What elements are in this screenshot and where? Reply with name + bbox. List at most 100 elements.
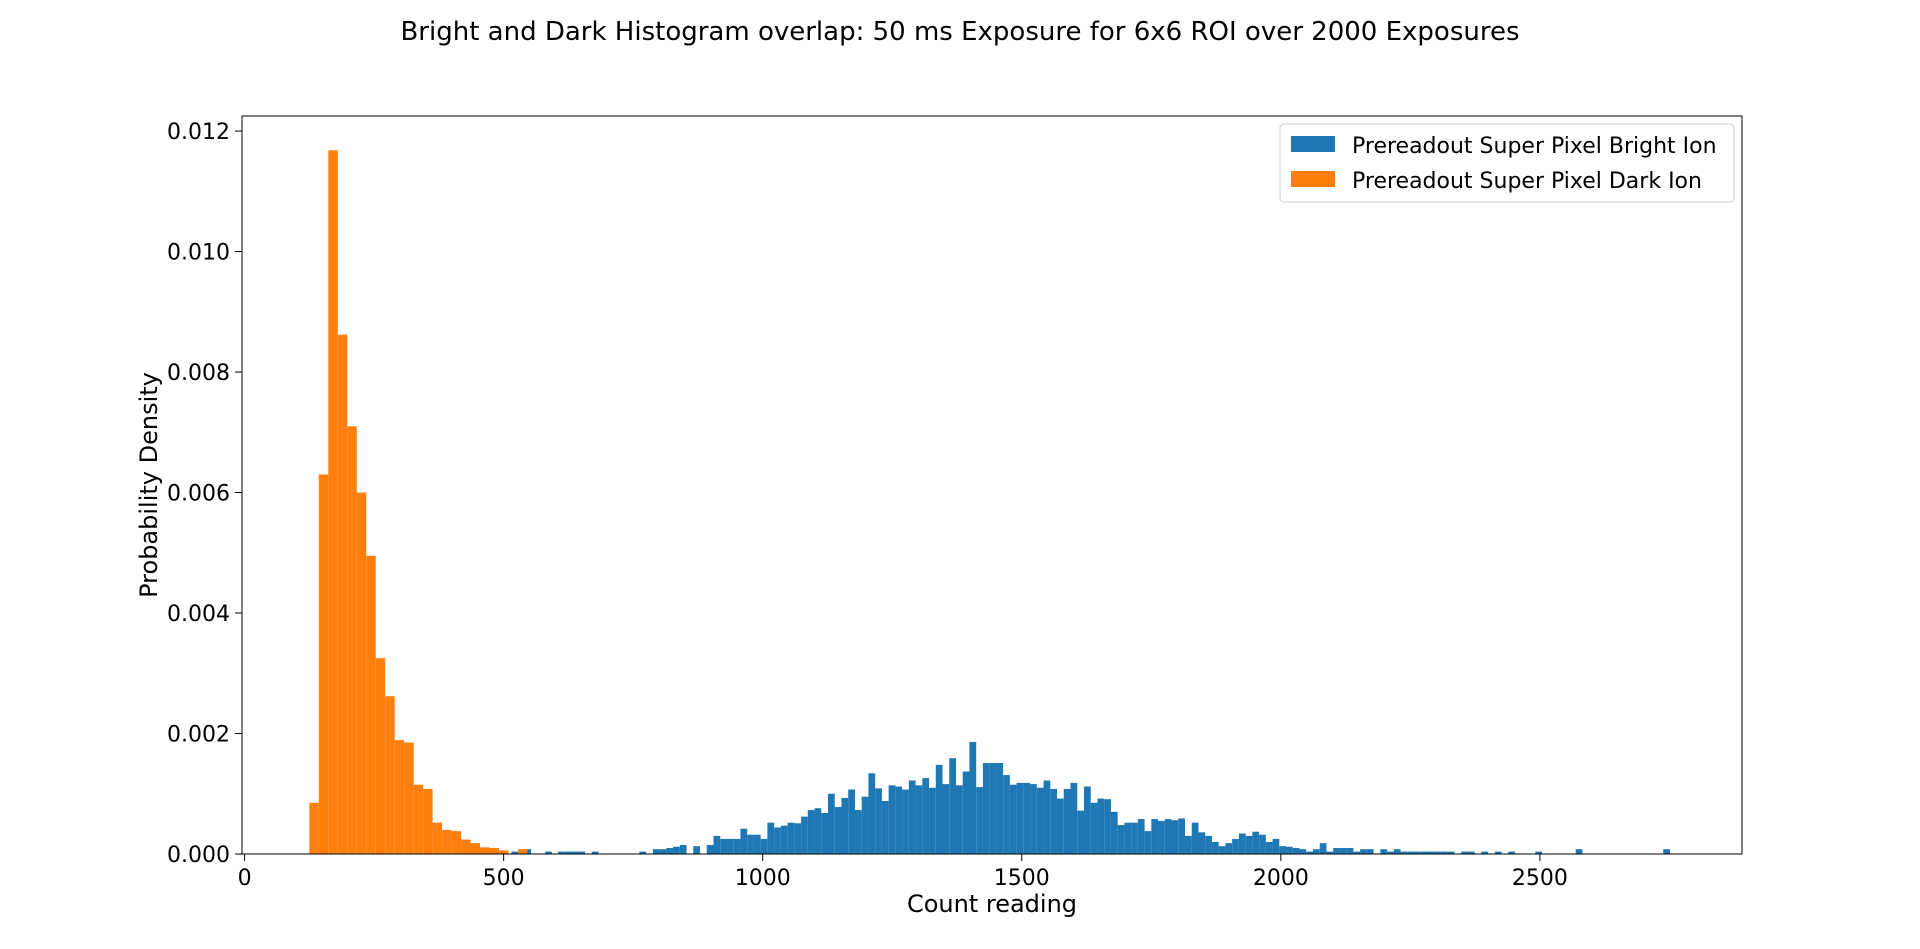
- bright-ion-bar: [1319, 843, 1327, 854]
- bright-ion-bar: [1090, 802, 1098, 854]
- bright-ion-bar: [578, 851, 586, 854]
- bright-ion-bar: [1198, 832, 1206, 854]
- bright-ion-bar: [1339, 847, 1347, 854]
- bright-ion-bar: [659, 849, 667, 854]
- dark-ion-bar: [337, 334, 348, 854]
- bright-ion-bar: [942, 784, 950, 854]
- bright-ion-bar: [1292, 847, 1300, 854]
- bright-ion-bar: [1259, 834, 1266, 854]
- dark-ion-bar: [451, 831, 462, 854]
- bright-ion-bar: [1494, 851, 1502, 854]
- bright-ion-bar: [652, 849, 660, 854]
- bright-ion-bar: [1252, 831, 1260, 854]
- dark-ion-bar: [375, 658, 386, 854]
- y-axis-ticks: 0.000 0.002 0.004 0.006 0.008 0.010 0.012: [167, 120, 242, 868]
- bright-ion-bar: [1380, 849, 1388, 854]
- bright-ion-bar: [1299, 849, 1307, 854]
- bright-ion-bar: [982, 763, 990, 854]
- bright-ion-bar: [1286, 846, 1293, 854]
- bright-ion-bar: [1481, 851, 1489, 854]
- bright-ion-bar: [1326, 851, 1334, 854]
- dark-ion-bar: [432, 822, 443, 854]
- dark-ion-bar: [309, 802, 319, 854]
- bright-ion-bar: [989, 763, 997, 854]
- bright-ion-bar: [1272, 838, 1280, 854]
- bright-ion-bar: [1016, 782, 1024, 854]
- bright-ion-bar: [1312, 849, 1320, 854]
- bright-ion-bar: [1077, 810, 1084, 854]
- bright-ion-bar: [1346, 847, 1354, 854]
- bright-ion-bar: [1360, 849, 1367, 854]
- bright-ion-bar: [1400, 851, 1408, 854]
- bright-ion-bar: [787, 822, 795, 854]
- dark-ion-bar: [366, 555, 376, 854]
- bright-ion-bar: [922, 778, 930, 854]
- bright-ion-bar: [908, 780, 916, 854]
- bright-ion-bar: [1333, 847, 1340, 854]
- y-tick-label: 0.006: [167, 482, 230, 507]
- bright-ion-bar: [693, 846, 701, 854]
- bright-ion-bar: [1164, 819, 1172, 854]
- bright-ion-bar: [1191, 822, 1199, 854]
- dark-ion-bar: [498, 850, 509, 854]
- bright-ion-bar: [774, 827, 781, 854]
- bright-ion-bar: [935, 764, 943, 854]
- x-tick-label: 1000: [735, 866, 791, 891]
- bright-ion-bar: [1387, 851, 1394, 854]
- bright-ion-bar: [794, 823, 802, 854]
- bright-ion-bars: [444, 741, 1670, 854]
- bright-ion-bar: [1575, 849, 1583, 854]
- bright-ion-bar: [969, 741, 977, 854]
- bright-ion-bar: [1124, 822, 1132, 854]
- legend-label-dark-ion: Prereadout Super Pixel Dark Ion: [1352, 169, 1702, 194]
- dark-ion-bar: [385, 696, 395, 854]
- bright-ion-bar: [720, 838, 727, 854]
- bright-ion-bar: [706, 844, 714, 854]
- bright-ion-bar: [1097, 798, 1105, 854]
- bright-ion-bar: [1447, 851, 1455, 854]
- bright-ion-bar: [1467, 851, 1475, 854]
- bright-ion-bar: [1104, 799, 1111, 854]
- dark-ion-bar: [470, 843, 481, 854]
- bright-ion-bar: [821, 813, 829, 854]
- bright-ion-bar: [895, 786, 903, 854]
- bright-ion-bar: [666, 847, 674, 854]
- bright-ion-bar: [1110, 811, 1118, 854]
- bright-ion-bar: [854, 810, 862, 854]
- x-tick-label: 2500: [1512, 866, 1568, 891]
- bright-ion-bar: [1508, 851, 1516, 854]
- bright-ion-bar: [673, 846, 680, 854]
- bright-ion-bar: [841, 797, 849, 854]
- bright-ion-bar: [976, 787, 983, 854]
- bright-ion-bar: [828, 793, 835, 854]
- bright-ion-bar: [962, 771, 970, 854]
- bright-ion-bar: [888, 785, 896, 854]
- legend-box: [1279, 123, 1735, 203]
- bright-ion-bar: [915, 785, 923, 854]
- bright-ion-bar: [814, 808, 822, 854]
- dark-ion-bar: [394, 740, 405, 854]
- bright-ion-bar: [1353, 851, 1361, 854]
- legend: Prereadout Super Pixel Bright Ion Prerea…: [1279, 123, 1735, 203]
- bright-ion-bar: [713, 835, 721, 854]
- bright-ion-bar: [753, 834, 761, 854]
- dark-ion-bar: [442, 829, 452, 854]
- dark-ion-bar: [413, 784, 424, 854]
- bright-ion-bar: [1211, 841, 1219, 854]
- bright-ion-bar: [1036, 787, 1044, 854]
- dark-ion-bar: [356, 492, 367, 854]
- bright-ion-bar: [1663, 849, 1670, 854]
- bright-ion-bar: [929, 787, 936, 854]
- legend-swatch-bright-ion: [1291, 136, 1335, 152]
- bright-ion-bar: [1420, 851, 1428, 854]
- x-axis-ticks: 0 500 1000 1500 2000 2500: [238, 854, 1568, 891]
- bright-ion-bar: [1144, 831, 1152, 854]
- y-tick-label: 0.008: [167, 361, 230, 386]
- bright-ion-bar: [1178, 818, 1186, 854]
- dark-ion-bar: [461, 839, 471, 854]
- bright-ion-bar: [1238, 833, 1246, 854]
- x-tick-label: 500: [483, 866, 525, 891]
- bright-ion-bar: [564, 851, 572, 854]
- dark-ion-bar: [347, 426, 357, 854]
- y-tick-label: 0.012: [167, 120, 230, 145]
